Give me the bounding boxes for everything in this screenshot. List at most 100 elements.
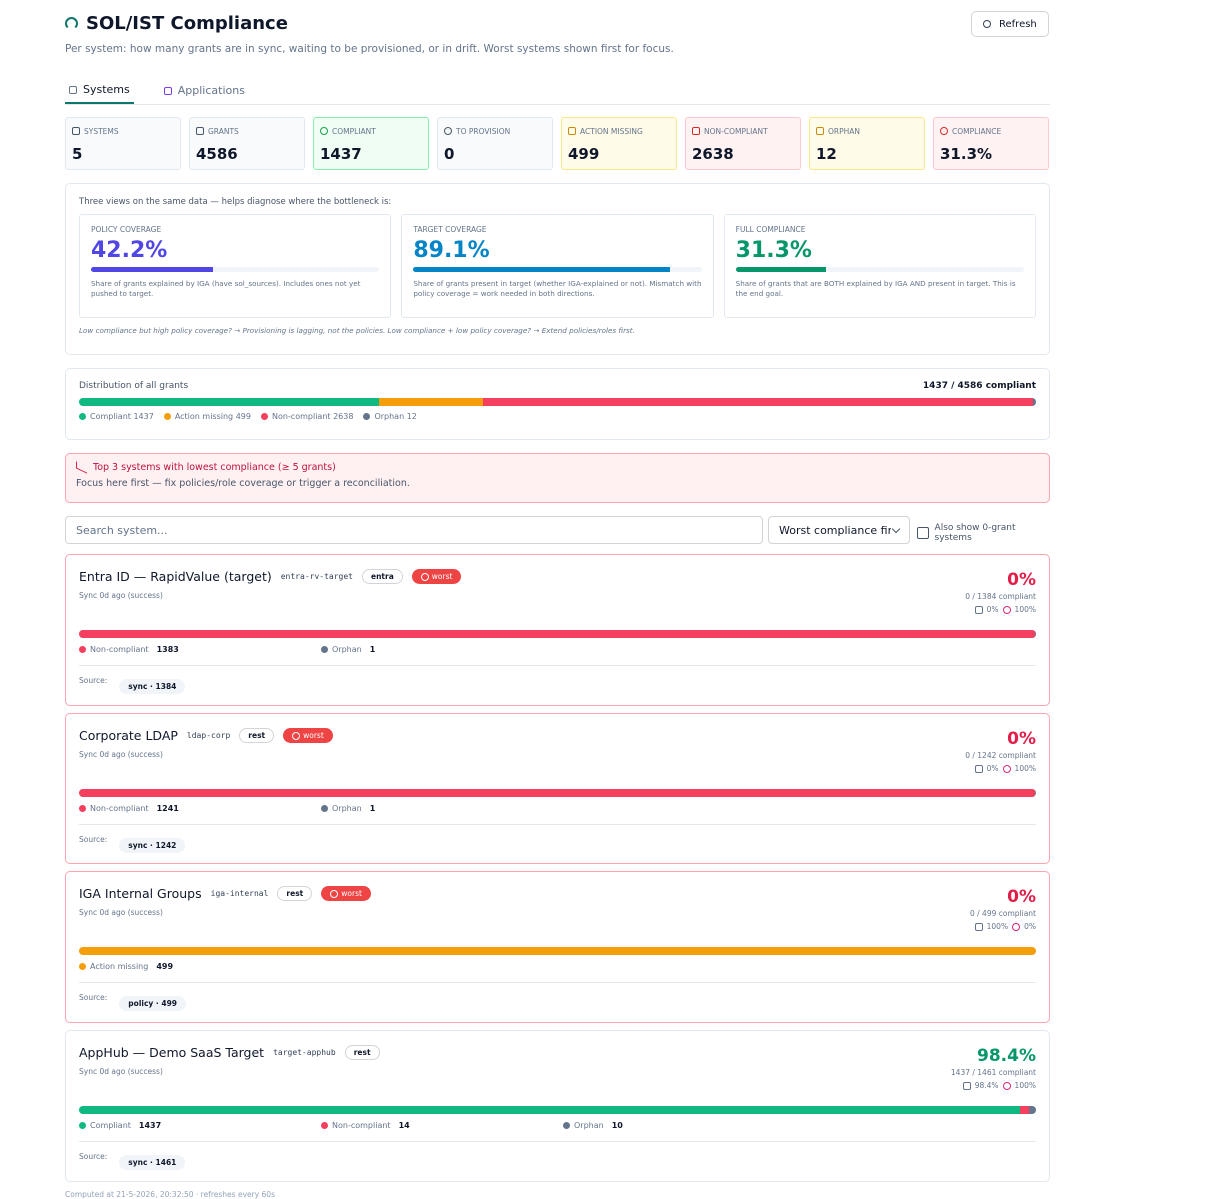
source-label: Source: bbox=[79, 1152, 108, 1161]
divider bbox=[79, 1141, 1036, 1142]
system-bar bbox=[79, 789, 1036, 797]
stat-label-text: ACTION MISSING bbox=[580, 126, 643, 136]
stat-card: ORPHAN 12 bbox=[809, 117, 925, 170]
view-card: FULL COMPLIANCE 31.3% Share of grants that… bbox=[723, 214, 1036, 318]
legend-name: Action missing bbox=[90, 962, 149, 971]
compliance-pct: 0% bbox=[1007, 729, 1036, 749]
stat-label: ACTION MISSING bbox=[568, 125, 670, 137]
source-chip: sync · 1242 bbox=[119, 838, 186, 853]
system-type: rest bbox=[344, 1045, 380, 1060]
view-track bbox=[735, 267, 1024, 272]
icon bbox=[196, 127, 204, 135]
system-id: target-apphub bbox=[273, 1048, 336, 1057]
stat-value: 1437 bbox=[320, 145, 362, 163]
stat-value: 2638 bbox=[692, 145, 734, 163]
legend-dot bbox=[260, 413, 268, 420]
legend-value: 1 bbox=[369, 645, 376, 654]
legend-name: Orphan bbox=[332, 645, 362, 654]
compliance-summary: 0 / 499 compliant bbox=[969, 909, 1036, 918]
stacked-bar bbox=[79, 630, 1036, 638]
alert-title-text: Top 3 systems with lowest compliance (≥ … bbox=[93, 462, 336, 473]
policy-pct: 100% bbox=[986, 922, 1009, 931]
stat-card: COMPLIANT 1437 bbox=[313, 117, 429, 170]
legend-item: Action missing 499 bbox=[163, 412, 251, 421]
target-pct: 100% bbox=[1014, 1081, 1036, 1090]
legend-value: 499 bbox=[156, 962, 174, 971]
legend-value: 499 bbox=[235, 412, 251, 421]
alert: Top 3 systems with lowest compliance (≥ … bbox=[65, 453, 1050, 503]
system-head: Corporate LDAP ldap-corp rest worst bbox=[79, 728, 333, 743]
icon bbox=[163, 86, 172, 95]
sources: Source: policy · 499 bbox=[79, 993, 187, 1011]
system-name: IGA Internal Groups bbox=[79, 886, 202, 901]
gauge-icon bbox=[65, 17, 78, 30]
trend-icon bbox=[76, 461, 87, 474]
stat-card: COMPLIANCE 31.3% bbox=[933, 117, 1049, 170]
view-label: POLICY COVERAGE bbox=[91, 225, 162, 234]
legend-item: Orphan 12 bbox=[363, 412, 417, 421]
legend-name: Non-compliant bbox=[90, 645, 149, 654]
tab-label: Systems bbox=[83, 83, 130, 96]
legend-name: Orphan bbox=[332, 804, 362, 813]
bar-segment bbox=[79, 398, 379, 406]
stat-label-text: ORPHAN bbox=[828, 126, 861, 136]
views-intro: Three views on the same data — helps dia… bbox=[79, 197, 392, 207]
tab[interactable]: Systems bbox=[65, 77, 134, 104]
refresh-label: Refresh bbox=[999, 18, 1037, 30]
view-bar bbox=[735, 267, 826, 272]
coverage: 98.4% 100% bbox=[951, 1081, 1036, 1090]
icon bbox=[974, 922, 983, 931]
system-name: Corporate LDAP bbox=[79, 728, 178, 743]
legend-dot bbox=[363, 413, 371, 420]
refresh-button[interactable]: Refresh bbox=[971, 11, 1049, 37]
legend-name: Compliant bbox=[90, 1121, 131, 1130]
system-bar bbox=[79, 947, 1036, 955]
checkbox[interactable] bbox=[917, 527, 929, 539]
legend-value: 1241 bbox=[156, 804, 179, 813]
tabs: Systems Applications bbox=[65, 77, 1050, 105]
bar-segment bbox=[79, 789, 1036, 797]
legend-dot bbox=[79, 1122, 86, 1129]
distribution-title: Distribution of all grants bbox=[79, 381, 189, 391]
alert-text: Focus here first — fix policies/role cov… bbox=[76, 478, 410, 489]
divider bbox=[79, 824, 1036, 825]
icon bbox=[974, 764, 983, 773]
legend-item: Non-compliant 2638 bbox=[260, 412, 353, 421]
tab[interactable]: Applications bbox=[160, 77, 249, 104]
stacked-bar bbox=[79, 1106, 1036, 1114]
icon bbox=[69, 85, 77, 94]
legend-name: Non-compliant bbox=[90, 804, 149, 813]
compliance-summary: 1437 / 1461 compliant bbox=[950, 1068, 1036, 1077]
system-name: Entra ID — RapidValue (target) bbox=[79, 569, 272, 584]
distribution-summary: 1437 / 4586 compliant bbox=[922, 381, 1036, 391]
system-type: rest bbox=[239, 728, 275, 743]
legend-item: Orphan 1 bbox=[321, 804, 375, 813]
system-bar bbox=[79, 1106, 1036, 1114]
view-card: POLICY COVERAGE 42.2% Share of grants expl… bbox=[79, 214, 392, 318]
icon bbox=[444, 127, 452, 135]
stat-value: 5 bbox=[72, 145, 83, 163]
stacked-bar bbox=[79, 947, 1036, 955]
view-track bbox=[91, 267, 380, 272]
system-head: AppHub — Demo SaaS Target target-apphub re… bbox=[79, 1045, 380, 1060]
stat-value: 4586 bbox=[196, 145, 238, 163]
stat-card: ACTION MISSING 499 bbox=[561, 117, 677, 170]
sort-label: Worst compliance first bbox=[779, 523, 891, 537]
divider bbox=[79, 982, 1036, 983]
sort-select[interactable]: Worst compliance first bbox=[768, 516, 910, 544]
views-panel: Three views on the same data — helps dia… bbox=[65, 183, 1050, 355]
stats: SYSTEMS 5 GRANTS 4586 COMPLIANT 1437 TO PROVIS… bbox=[65, 117, 1049, 170]
stat-label-text: COMPLIANT bbox=[332, 126, 376, 136]
badge-label: worst bbox=[431, 572, 453, 581]
distribution-head: Distribution of all grants 1437 / 4586 co… bbox=[79, 381, 1036, 391]
icon bbox=[816, 127, 824, 135]
tab-label: Applications bbox=[177, 84, 245, 97]
alert-title: Top 3 systems with lowest compliance (≥ … bbox=[76, 461, 1039, 474]
icon bbox=[1012, 922, 1021, 931]
search-input[interactable]: Search system... bbox=[65, 516, 763, 544]
bar-segment bbox=[1035, 630, 1036, 638]
source-chip: sync · 1461 bbox=[119, 1155, 186, 1170]
icon bbox=[983, 20, 991, 28]
icon bbox=[72, 127, 80, 135]
